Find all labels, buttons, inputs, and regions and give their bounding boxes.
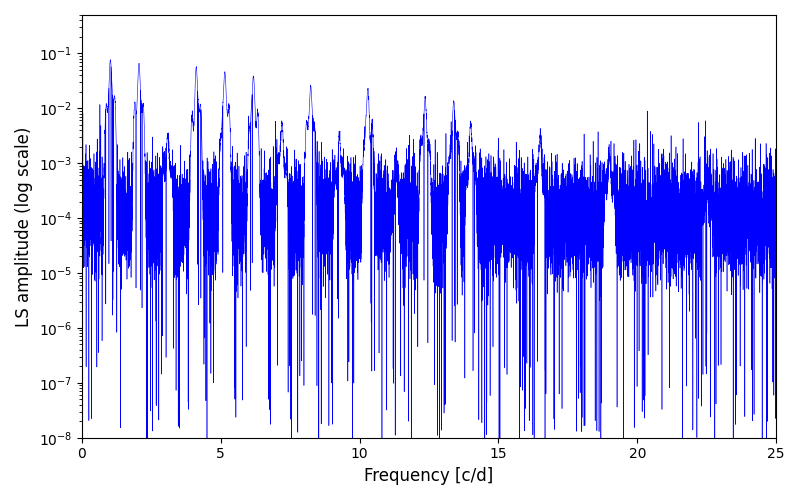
X-axis label: Frequency [c/d]: Frequency [c/d] (364, 467, 494, 485)
Y-axis label: LS amplitude (log scale): LS amplitude (log scale) (15, 126, 33, 326)
